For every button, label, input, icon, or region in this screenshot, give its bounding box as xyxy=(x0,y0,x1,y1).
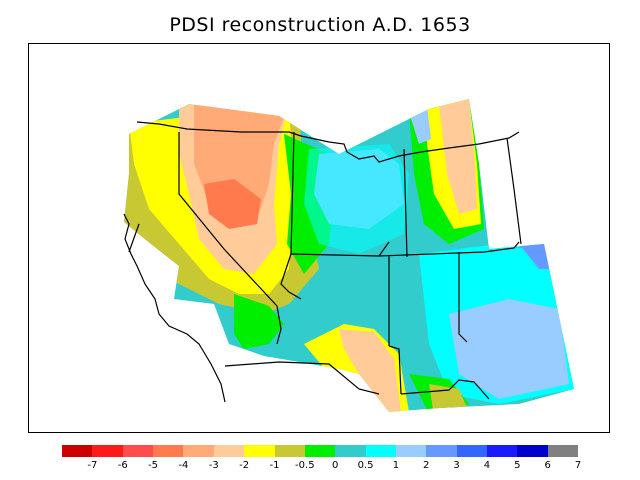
legend-swatch xyxy=(426,445,457,457)
state-boundaries xyxy=(123,121,522,403)
legend-tick-label: -1 xyxy=(269,460,280,471)
legend-swatch xyxy=(213,445,245,457)
legend-swatch xyxy=(122,445,154,457)
legend-swatch xyxy=(335,445,366,457)
legend-tick-label: -5 xyxy=(148,460,159,471)
legend-tick-label: -3 xyxy=(208,460,219,471)
legend-swatch xyxy=(92,445,123,457)
map-panel xyxy=(28,43,610,433)
legend-swatch xyxy=(274,445,305,457)
legend-tick-label: 7 xyxy=(574,460,582,471)
legend-swatch xyxy=(62,445,93,457)
legend-swatch xyxy=(487,445,518,457)
legend-tick-label: 2 xyxy=(423,460,430,471)
legend-swatch xyxy=(153,445,184,457)
legend-swatch xyxy=(244,445,275,457)
legend-swatch xyxy=(395,445,427,457)
pdsi-map xyxy=(123,99,574,412)
legend-color-bar xyxy=(62,445,579,457)
legend-tick-label: 0 xyxy=(331,460,339,471)
legend-tick-label: -4 xyxy=(178,460,189,471)
legend-swatch xyxy=(547,445,579,457)
legend-tick-label: -6 xyxy=(117,460,128,471)
legend-tick-label: 4 xyxy=(483,460,491,471)
legend-tick-label: 1 xyxy=(392,460,400,471)
legend-tick-label: 3 xyxy=(453,460,460,471)
legend-tick-label: 6 xyxy=(544,460,551,471)
legend-swatch xyxy=(365,445,396,457)
legend-swatch xyxy=(183,445,214,457)
legend-tick-label: -7 xyxy=(87,460,98,471)
legend-swatch xyxy=(456,445,488,457)
legend-tick-label: 0.5 xyxy=(357,460,374,471)
legend-tick-label: -0.5 xyxy=(295,460,315,471)
legend-tick-label: 5 xyxy=(514,460,521,471)
legend-swatch xyxy=(304,445,336,457)
legend-tick-label: -2 xyxy=(239,460,250,471)
legend-swatch xyxy=(517,445,548,457)
map-title: PDSI reconstruction A.D. 1653 xyxy=(169,14,471,36)
color-legend: -7 -6 -5 -4 -3 -2 -1 -0.5 0 0.5 1 2 3 4 5 6 7 xyxy=(62,445,582,475)
pdsi-contour-fills xyxy=(124,99,574,412)
